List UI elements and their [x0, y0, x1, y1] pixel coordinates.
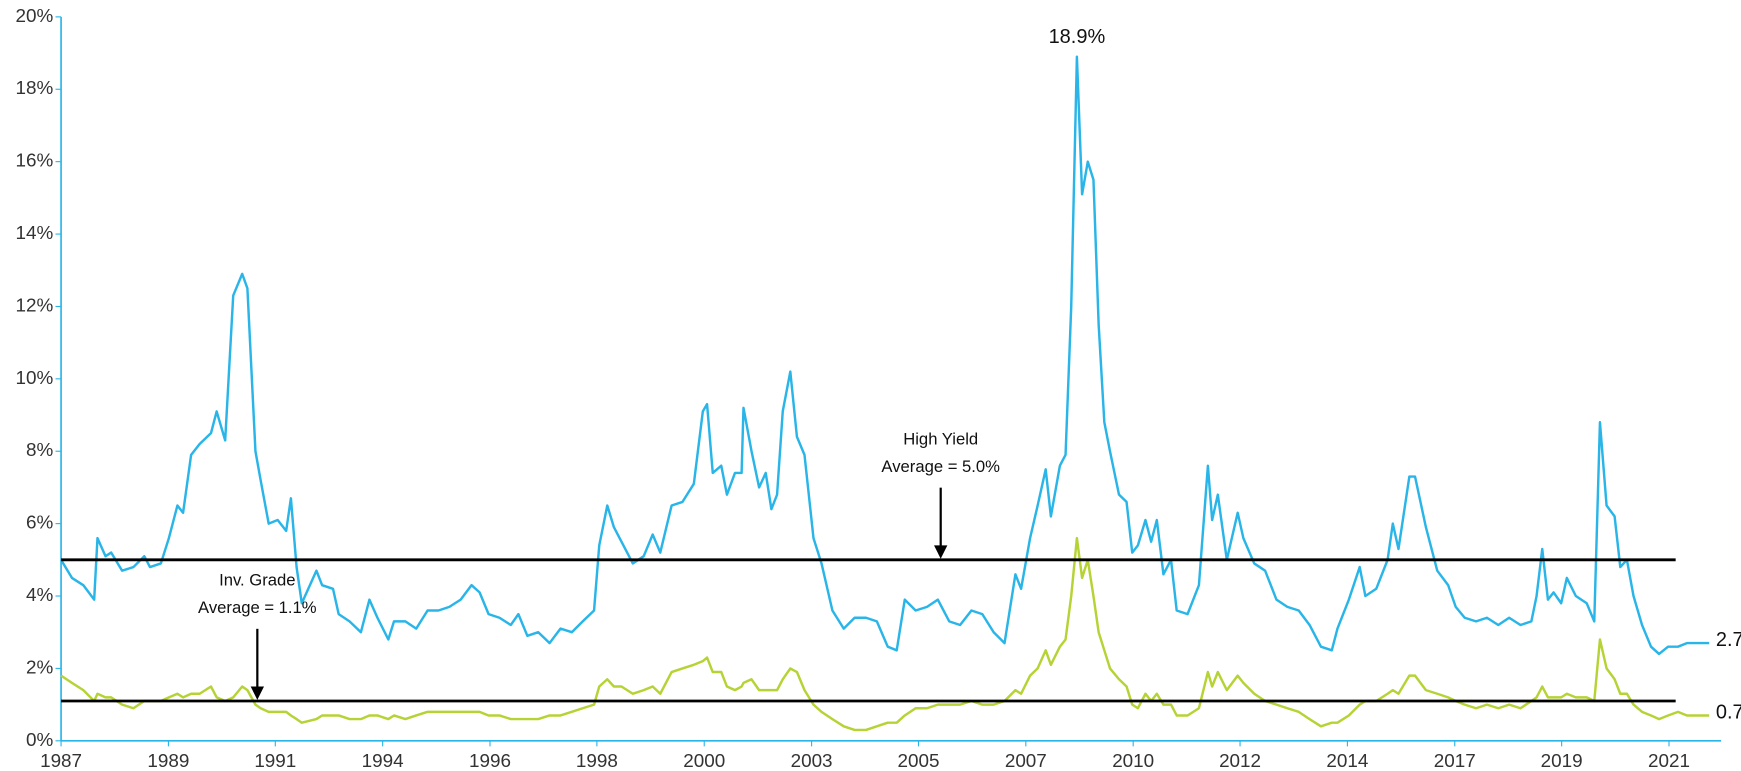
x-tick-label: 2010 — [1112, 750, 1154, 771]
y-tick-label: 4% — [26, 584, 53, 605]
x-tick-label: 1987 — [40, 750, 82, 771]
x-tick-label: 2012 — [1219, 750, 1261, 771]
x-tick-label: 1996 — [469, 750, 511, 771]
y-tick-label: 0% — [26, 729, 53, 750]
y-tick-label: 12% — [16, 294, 54, 315]
average-label: Average = 1.1% — [198, 598, 317, 617]
y-tick-label: 16% — [16, 150, 54, 171]
x-tick-label: 1994 — [362, 750, 404, 771]
x-tick-label: 2021 — [1648, 750, 1690, 771]
value-annotation: 2.7% — [1716, 629, 1741, 651]
x-tick-label: 2017 — [1434, 750, 1476, 771]
y-tick-label: 8% — [26, 439, 53, 460]
x-tick-label: 2007 — [1005, 750, 1047, 771]
series-line — [60, 55, 1710, 656]
y-tick-label: 18% — [16, 77, 54, 98]
x-tick-label: 1998 — [576, 750, 618, 771]
x-tick-label: 2005 — [897, 750, 939, 771]
x-tick-label: 1989 — [147, 750, 189, 771]
value-annotation: 18.9% — [1049, 26, 1106, 48]
y-tick-label: 10% — [16, 367, 54, 388]
x-tick-label: 2019 — [1541, 750, 1583, 771]
x-tick-label: 1991 — [254, 750, 296, 771]
y-tick-label: 2% — [26, 656, 53, 677]
x-tick-label: 2014 — [1326, 750, 1368, 771]
value-annotation: 0.7% — [1716, 702, 1741, 724]
arrow-head — [250, 686, 264, 700]
arrow-head — [934, 545, 948, 559]
y-tick-label: 14% — [16, 222, 54, 243]
average-label: Average = 5.0% — [881, 457, 1000, 476]
y-tick-label: 20% — [16, 5, 54, 26]
series-line — [60, 536, 1710, 732]
x-tick-label: 2003 — [791, 750, 833, 771]
x-tick-label: 2000 — [683, 750, 725, 771]
average-label: High Yield — [903, 429, 978, 448]
y-tick-label: 6% — [26, 512, 53, 533]
average-label: Inv. Grade — [219, 570, 295, 589]
